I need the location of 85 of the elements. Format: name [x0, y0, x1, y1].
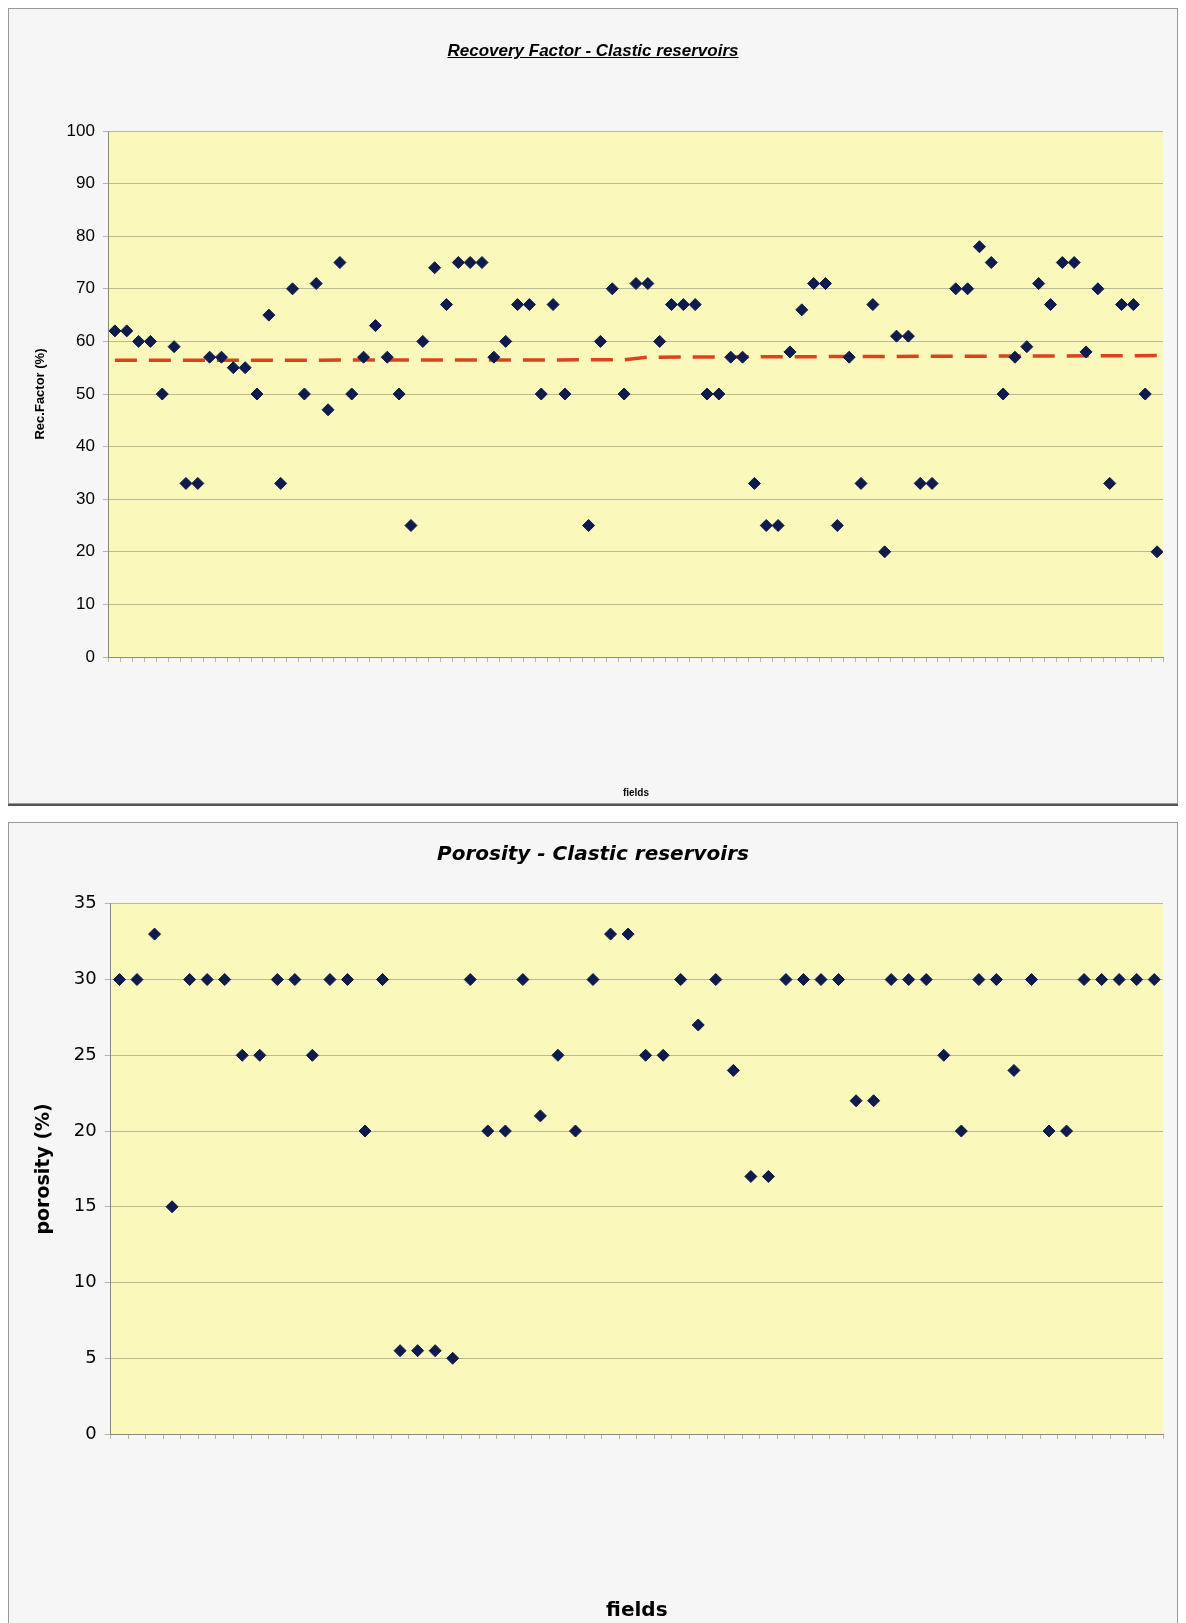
point [481, 1124, 495, 1138]
point [1024, 973, 1038, 987]
point [148, 927, 162, 941]
point [1077, 973, 1091, 987]
x-axis-title: fields [622, 786, 650, 798]
x-axis-title: fields [606, 1597, 668, 1622]
y-tick-label: 90 [76, 173, 95, 193]
y-tick-label: 25 [73, 1042, 97, 1064]
point [200, 973, 214, 987]
y-axis-title: porosity (%) [31, 1103, 54, 1235]
point [1007, 1063, 1021, 1077]
chart-title: Porosity - Clastic reservoirs [436, 840, 750, 867]
point [568, 1124, 582, 1138]
y-tick-label: 100 [66, 120, 95, 140]
y-tick-label: 50 [76, 383, 95, 403]
point [884, 973, 898, 987]
point [779, 973, 793, 987]
point [253, 1048, 267, 1062]
point [516, 973, 530, 987]
y-tick-label: 0 [85, 1421, 97, 1443]
chart-title: Recovery Factor - Clastic reservoirs [446, 40, 740, 62]
point [1042, 1124, 1056, 1138]
point [604, 927, 618, 941]
y-tick-label: 30 [76, 488, 95, 508]
y-tick-label: 5 [85, 1345, 97, 1367]
point [376, 973, 390, 987]
y-tick-label: 0 [85, 646, 95, 666]
y-tick-label: 20 [76, 541, 95, 561]
point [235, 1048, 249, 1062]
point [533, 1109, 547, 1123]
point [796, 973, 810, 987]
point [709, 973, 723, 987]
point [656, 1048, 670, 1062]
point [867, 1094, 881, 1108]
point [621, 927, 635, 941]
point [832, 973, 846, 987]
y-tick-label: 20 [73, 1118, 97, 1140]
point [674, 973, 688, 987]
point [1147, 973, 1161, 987]
point [1130, 973, 1144, 987]
point [498, 1124, 512, 1138]
point [849, 1094, 863, 1108]
point [902, 973, 916, 987]
y-tick-label: 40 [76, 436, 95, 456]
point [183, 973, 197, 987]
y-tick-label: 35 [73, 891, 97, 913]
y-axis-title: Rec.Factor (%) [32, 348, 48, 440]
point [761, 1169, 775, 1183]
point [411, 1344, 425, 1358]
point [288, 973, 302, 987]
y-tick-label: 70 [76, 278, 95, 298]
point [340, 973, 354, 987]
point [937, 1048, 951, 1062]
point [218, 973, 232, 987]
point [130, 973, 144, 987]
point [726, 1063, 740, 1077]
point [112, 973, 126, 987]
point [639, 1048, 653, 1062]
y-tick-label: 30 [73, 967, 97, 989]
point [463, 973, 477, 987]
point [428, 1344, 442, 1358]
y-tick-label: 60 [76, 331, 95, 351]
point [1095, 973, 1109, 987]
point [393, 1344, 407, 1358]
point [989, 973, 1003, 987]
point [323, 973, 337, 987]
point [744, 1169, 758, 1183]
point [270, 973, 284, 987]
point [954, 1124, 968, 1138]
y-tick-label: 10 [73, 1270, 97, 1292]
point [814, 973, 828, 987]
point [551, 1048, 565, 1062]
point [691, 1018, 705, 1032]
y-tick-label: 10 [76, 594, 95, 614]
point [165, 1200, 179, 1214]
point [1112, 973, 1126, 987]
y-tick-label: 80 [76, 225, 95, 245]
point [446, 1351, 460, 1365]
point [305, 1048, 319, 1062]
point [586, 973, 600, 987]
point [919, 973, 933, 987]
point [972, 973, 986, 987]
point [358, 1124, 372, 1138]
point [1060, 1124, 1074, 1138]
y-tick-label: 15 [73, 1194, 97, 1216]
